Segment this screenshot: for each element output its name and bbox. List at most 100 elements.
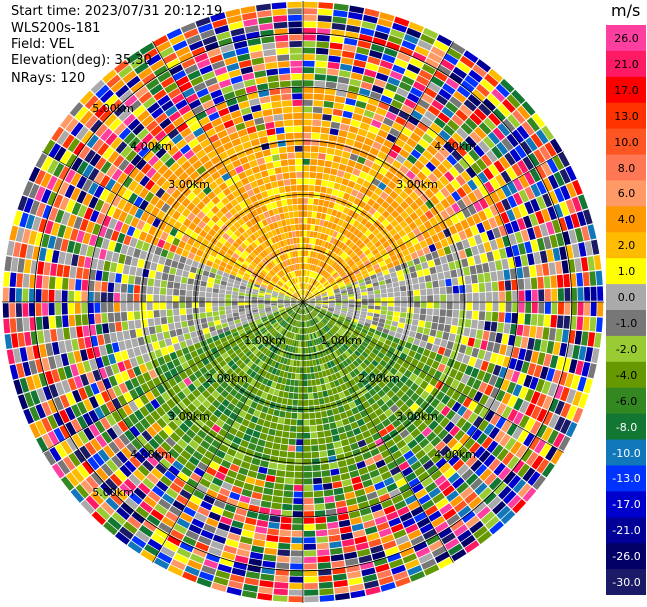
velocity-bin (210, 250, 218, 258)
velocity-bin (194, 419, 205, 429)
velocity-bin (409, 211, 419, 221)
velocity-bin (551, 302, 558, 315)
velocity-bin (419, 454, 431, 465)
velocity-bin (265, 308, 272, 312)
velocity-bin (141, 242, 150, 252)
velocity-bin (100, 202, 111, 215)
velocity-bin (568, 229, 578, 244)
velocity-bin (309, 304, 315, 307)
velocity-bin (467, 204, 477, 216)
velocity-bin (517, 463, 530, 478)
velocity-bin (386, 389, 395, 399)
velocity-bin (320, 310, 327, 314)
velocity-bin (35, 403, 46, 419)
velocity-bin (397, 180, 408, 190)
velocity-bin (390, 271, 397, 278)
velocity-bin (274, 332, 280, 339)
velocity-bin (207, 404, 217, 414)
velocity-bin (236, 548, 250, 558)
velocity-bin (351, 523, 364, 532)
velocity-bin (466, 425, 478, 437)
velocity-bin (368, 224, 377, 233)
velocity-bin (463, 266, 471, 276)
velocity-bin (303, 400, 309, 406)
velocity-bin (297, 334, 300, 341)
velocity-bin (404, 121, 416, 132)
velocity-bin (352, 284, 360, 289)
velocity-bin (197, 191, 207, 201)
velocity-bin (329, 298, 335, 301)
velocity-bin (244, 517, 257, 526)
velocity-bin (437, 429, 449, 440)
velocity-bin (230, 233, 238, 241)
velocity-bin (447, 119, 460, 132)
velocity-bin (314, 281, 319, 287)
velocity-bin (542, 327, 550, 340)
velocity-bin (35, 275, 43, 289)
velocity-bin (326, 147, 335, 155)
velocity-bin (308, 198, 314, 205)
velocity-bin (516, 267, 524, 279)
velocity-bin (365, 406, 374, 415)
velocity-bin (321, 240, 326, 247)
velocity-bin (427, 173, 439, 184)
velocity-bin (257, 368, 264, 375)
velocity-bin (124, 255, 133, 266)
velocity-bin (109, 473, 123, 487)
velocity-bin (186, 308, 193, 315)
velocity-bin (439, 503, 453, 515)
velocity-bin (362, 573, 378, 583)
velocity-bin (373, 384, 382, 393)
velocity-bin (303, 419, 310, 426)
velocity-bin (202, 399, 212, 409)
velocity-bin (286, 316, 291, 322)
velocity-bin (333, 334, 340, 341)
velocity-bin (571, 243, 580, 258)
velocity-bin (347, 311, 354, 316)
velocity-bin (212, 302, 219, 307)
velocity-bin (142, 477, 155, 490)
velocity-bin (439, 220, 448, 231)
velocity-bin (175, 349, 184, 358)
velocity-bin (448, 333, 456, 342)
velocity-bin (213, 283, 220, 289)
velocity-bin (432, 315, 439, 323)
velocity-bin (113, 104, 127, 117)
velocity-bin (440, 59, 455, 71)
velocity-bin (315, 516, 327, 524)
velocity-bin (303, 1, 318, 8)
velocity-bin (295, 320, 298, 327)
velocity-bin (464, 227, 473, 238)
velocity-bin (461, 239, 471, 249)
velocity-bin (335, 247, 341, 255)
velocity-bin (274, 314, 281, 318)
velocity-bin (154, 130, 167, 142)
velocity-bin (160, 309, 167, 317)
velocity-bin (218, 306, 225, 311)
velocity-bin (356, 381, 365, 389)
velocity-bin (62, 134, 75, 149)
velocity-bin (280, 278, 286, 284)
velocity-bin (184, 461, 197, 472)
velocity-bin (287, 399, 293, 406)
velocity-bin (377, 276, 385, 282)
velocity-bin (303, 106, 313, 113)
velocity-bin (266, 434, 275, 442)
velocity-bin (167, 534, 182, 547)
velocity-bin (473, 403, 484, 415)
velocity-bin (275, 340, 281, 347)
velocity-bin (290, 299, 297, 301)
velocity-bin (187, 383, 197, 393)
velocity-bin (512, 479, 527, 494)
velocity-bin (337, 249, 344, 257)
velocity-bin (172, 237, 181, 247)
velocity-bin (326, 409, 334, 417)
velocity-bin (163, 241, 172, 251)
velocity-bin (95, 467, 109, 481)
velocity-bin (79, 445, 92, 460)
velocity-bin (317, 549, 330, 556)
velocity-bin (243, 583, 258, 593)
velocity-bin (150, 333, 158, 343)
velocity-bin (530, 133, 544, 148)
velocity-bin (389, 127, 400, 138)
